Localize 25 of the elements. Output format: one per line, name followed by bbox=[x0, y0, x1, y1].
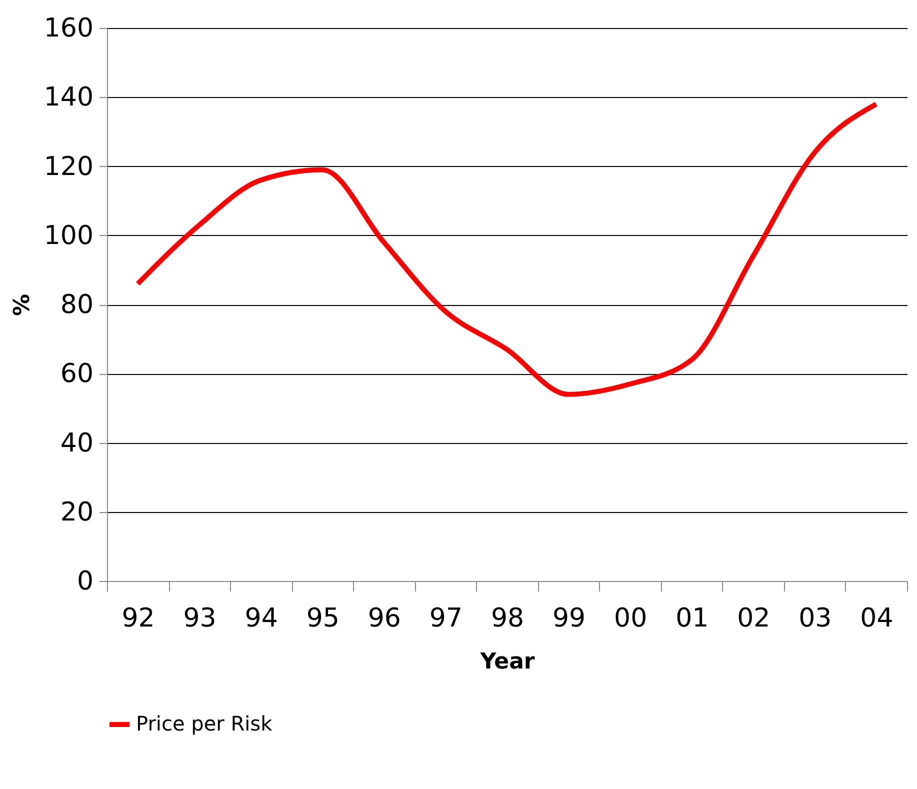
y-tick-label: 40 bbox=[60, 428, 94, 458]
y-tick-label: 120 bbox=[44, 152, 94, 182]
x-tick-label: 96 bbox=[368, 604, 401, 634]
x-tick-label: 95 bbox=[306, 604, 340, 634]
x-tick-label: 98 bbox=[490, 604, 524, 634]
legend-label: Price per Risk bbox=[136, 712, 273, 736]
y-tick-label: 60 bbox=[60, 359, 94, 390]
x-tick-label: 04 bbox=[860, 604, 894, 634]
y-tick-label: 140 bbox=[44, 82, 94, 113]
x-axis-title: Year bbox=[479, 650, 535, 674]
y-tick-label: 100 bbox=[44, 220, 94, 251]
x-tick-label: 92 bbox=[122, 604, 155, 634]
x-tick-label: 94 bbox=[244, 604, 278, 634]
x-tick-label: 99 bbox=[552, 604, 586, 634]
x-tick-label: 97 bbox=[429, 604, 463, 634]
x-tick-label: 93 bbox=[183, 604, 216, 634]
x-tick-label: 01 bbox=[676, 604, 709, 634]
y-tick-label: 0 bbox=[76, 566, 94, 596]
x-tick-label: 02 bbox=[737, 604, 770, 634]
y-tick-label: 160 bbox=[44, 14, 94, 44]
y-axis-title: % bbox=[10, 294, 35, 316]
x-tick-label: 03 bbox=[798, 604, 832, 634]
x-tick-label: 00 bbox=[614, 604, 648, 634]
y-tick-label: 80 bbox=[60, 290, 94, 320]
y-tick-label: 20 bbox=[60, 497, 94, 528]
